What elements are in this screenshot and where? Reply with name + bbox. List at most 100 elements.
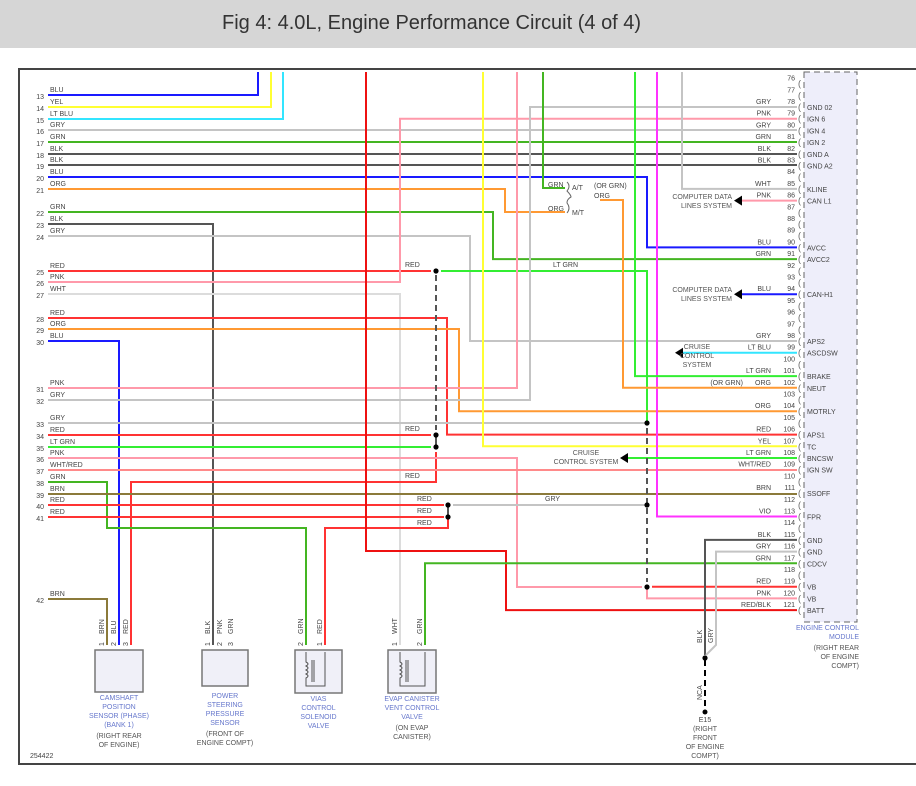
left-wire-color-label: LT GRN [50,439,75,446]
wire [365,72,797,612]
connector-icon: ( [798,535,801,545]
right-pin-number: 95 [787,298,795,305]
ecm-pin-name: VB [807,585,817,592]
right-pin-number: 118 [784,567,795,574]
solenoid-coil-icon [304,652,326,687]
ecm-pin-name: GND [807,538,823,545]
component-pin-number: 1 [99,642,106,646]
right-wire-color-label: BLK [758,158,772,165]
right-wire-color-label: LT GRN [746,368,771,375]
connector-icon: ( [798,207,801,217]
component-name: POSITION [102,704,135,711]
left-wire-color-label: RED [50,310,65,317]
component-pin-color: GRN [298,618,305,634]
left-wire-color-label: RED [50,263,65,270]
component-pin-color: BLK [205,620,212,634]
reference-cruise-control: CRUISE [684,344,711,351]
wire [48,211,797,261]
wire [424,562,797,645]
ecm-pin-name: AVCC [807,245,826,252]
inline-wire-label: LT GRN [553,262,578,269]
connector-icon: ( [798,418,801,428]
connector-icon: ( [798,231,801,241]
component-location: OF ENGINE) [99,742,140,749]
solenoid-core-icon [405,660,409,682]
reference-computer-data-lines: COMPUTER DATA [672,194,732,201]
left-pin-number: 24 [36,235,44,242]
wire [48,117,797,283]
component-pin-color: WHT [392,617,399,634]
component-pin-color: PNK [217,619,224,634]
right-wire-color-label: BLK [758,146,772,153]
connector-icon: ( [798,476,801,486]
left-pin-number: 27 [36,293,44,300]
ecm-pin-name: IGN SW [807,468,833,475]
splice-dot [445,502,451,508]
wire [48,481,307,645]
wire [705,550,797,656]
ground-location: FRONT [693,735,718,742]
ecm-pin-name: CDCV [807,561,827,568]
ground-location: (RIGHT [693,726,718,733]
component-name: SOLENOID [300,714,336,721]
left-pin-number: 31 [36,387,44,394]
connector-icon: ( [798,371,801,381]
right-pin-number: 92 [787,263,795,270]
left-pin-number: 42 [36,598,44,605]
right-wire-color-label: GRN [755,251,771,258]
right-pin-number: 113 [784,509,795,516]
ecm-pin-name: TC [807,444,816,451]
inline-wire-label: A/T [572,185,584,192]
component-pin-number: 1 [392,642,399,646]
connector-icon: ( [798,254,801,264]
left-pin-number: 16 [36,129,44,136]
bracket-icon [566,181,572,214]
ecm-pin-name: CAN-H1 [807,292,833,299]
left-pin-number: 26 [36,281,44,288]
connector-icon: ( [798,125,801,135]
ecm-pin-name: FPR [807,515,821,522]
right-wire-color-label: PNK [757,193,772,200]
left-wire-color-label: GRN [50,134,66,141]
right-wire-color-label: BLK [758,532,772,539]
component-name: EVAP CANISTER [384,696,439,703]
right-wire-color-label: GRY [756,99,771,106]
left-wire-color-label: BRN [50,486,65,493]
right-wire-color-label: GRY [756,122,771,129]
left-pin-number: 28 [36,317,44,324]
right-pin-number: 120 [783,590,795,597]
component-name: CONTROL [301,705,335,712]
left-pin-number: 30 [36,340,44,347]
component-pin-number: 2 [298,642,305,646]
connector-icon: ( [798,301,801,311]
left-wire-color-label: WHT [50,286,67,293]
ecm-pin-name: GND A2 [807,164,833,171]
right-pin-number: 115 [784,532,795,539]
right-wire-color-label: PNK [757,111,772,118]
right-wire-color-label: LT GRN [746,450,771,457]
component-pin-color: RED [123,619,130,634]
wire [48,176,797,249]
component-pin-number: 3 [228,642,235,646]
right-wire-color-label: RED [756,427,771,434]
reference-computer-data-lines: COMPUTER DATA [672,287,732,294]
connector-icon: ( [798,547,801,557]
left-pin-number: 29 [36,328,44,335]
component-name: CAMSHAFT [100,695,139,702]
connector-icon: ( [798,348,801,358]
connector-icon: ( [798,313,801,323]
ground-location: COMPT) [691,753,719,760]
right-pin-number: 89 [787,228,795,235]
connector-icon: ( [798,196,801,206]
ecm-pin-name: APS2 [807,339,825,346]
right-pin-number: 76 [787,76,795,83]
right-pin-number: 112 [784,497,795,504]
ecm-location: OF ENGINE [820,654,859,661]
component-name: POWER [212,693,238,700]
left-wire-color-label: RED [50,427,65,434]
connector-icon: ( [798,359,801,369]
right-pin-number: 86 [787,193,795,200]
figure-id: 254422 [30,753,53,760]
left-pin-number: 25 [36,270,44,277]
connector-icon: ( [798,79,801,89]
